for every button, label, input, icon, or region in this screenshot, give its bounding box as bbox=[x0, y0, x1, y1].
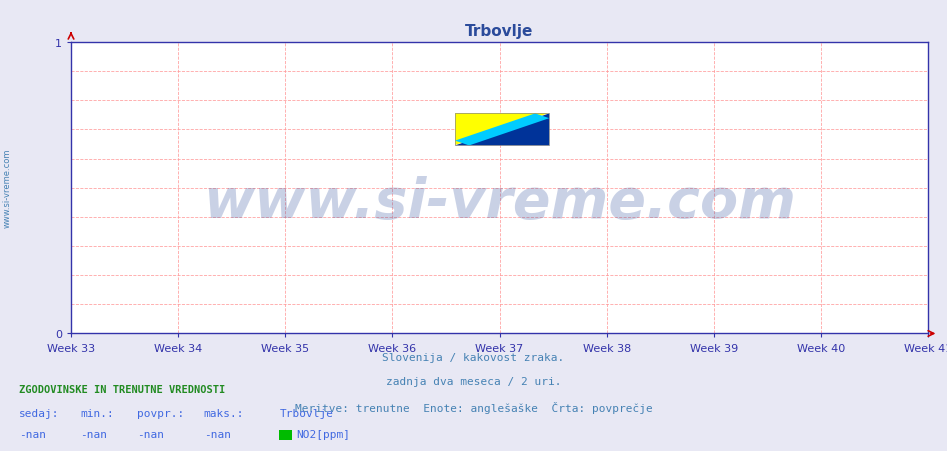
Text: NO2[ppm]: NO2[ppm] bbox=[296, 429, 350, 439]
Text: Trbovlje: Trbovlje bbox=[279, 408, 333, 418]
Polygon shape bbox=[455, 114, 549, 146]
Text: min.:: min.: bbox=[80, 408, 115, 418]
Text: -nan: -nan bbox=[204, 429, 231, 439]
Text: maks.:: maks.: bbox=[204, 408, 244, 418]
Title: Trbovlje: Trbovlje bbox=[465, 24, 534, 39]
Text: zadnja dva meseca / 2 uri.: zadnja dva meseca / 2 uri. bbox=[385, 377, 562, 387]
Polygon shape bbox=[455, 114, 549, 146]
Text: ZGODOVINSKE IN TRENUTNE VREDNOSTI: ZGODOVINSKE IN TRENUTNE VREDNOSTI bbox=[19, 384, 225, 394]
Text: sedaj:: sedaj: bbox=[19, 408, 60, 418]
Text: www.si-vreme.com: www.si-vreme.com bbox=[203, 176, 796, 230]
Polygon shape bbox=[455, 114, 549, 146]
Text: Meritve: trenutne  Enote: anglešaške  Črta: povprečje: Meritve: trenutne Enote: anglešaške Črta… bbox=[295, 401, 652, 414]
Text: -nan: -nan bbox=[137, 429, 165, 439]
Text: -nan: -nan bbox=[19, 429, 46, 439]
Text: -nan: -nan bbox=[80, 429, 108, 439]
Text: www.si-vreme.com: www.si-vreme.com bbox=[3, 149, 12, 228]
Text: povpr.:: povpr.: bbox=[137, 408, 185, 418]
Text: Slovenija / kakovost zraka.: Slovenija / kakovost zraka. bbox=[383, 352, 564, 362]
